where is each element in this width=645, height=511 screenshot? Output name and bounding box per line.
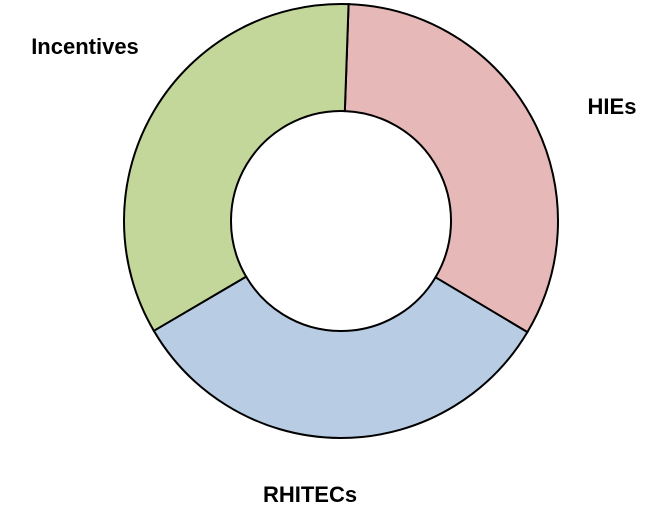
segment-label: Incentives — [31, 34, 139, 59]
donut-segment — [152, 275, 529, 439]
donut-segment — [343, 3, 559, 334]
donut-segment — [123, 3, 350, 333]
segment-label: RHITECs — [263, 482, 357, 507]
segment-label: HIEs — [588, 94, 637, 119]
